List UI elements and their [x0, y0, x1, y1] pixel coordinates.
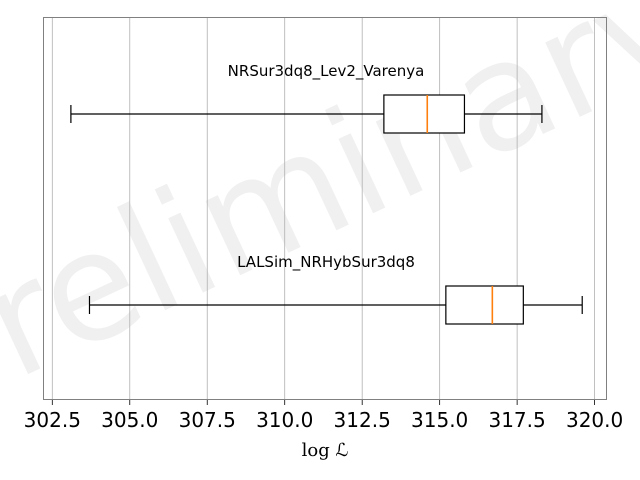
grid-lines: [51, 17, 596, 400]
x-tick-label: 320.0: [566, 408, 623, 432]
box-iqr: [383, 94, 466, 134]
box-label: NRSur3dq8_Lev2_Varenya: [228, 62, 425, 81]
box-2: LALSim_NRHybSur3dq8: [88, 253, 583, 325]
box-iqr: [445, 285, 524, 325]
x-tick-label: 317.5: [488, 408, 545, 432]
x-tick-label: 312.5: [334, 408, 391, 432]
x-tick-label: 315.0: [411, 408, 468, 432]
box-label: LALSim_NRHybSur3dq8: [237, 253, 415, 272]
plot-frame: [43, 17, 607, 400]
x-tick-label: 310.0: [256, 408, 313, 432]
x-axis-label-log: log ℒ: [302, 440, 349, 461]
x-tick-label: 302.5: [24, 408, 81, 432]
x-tick-label: 305.0: [101, 408, 158, 432]
x-axis-label: log ℒ: [302, 440, 349, 461]
box-1: NRSur3dq8_Lev2_Varenya: [70, 62, 543, 134]
x-tick-label: 307.5: [179, 408, 236, 432]
box-series: NRSur3dq8_Lev2_Varenya LALSim_NRHybSur3dq…: [70, 62, 583, 325]
x-axis-ticks: 302.5 305.0 307.5 310.0 312.5 315.0 317.5 320.0: [24, 400, 623, 432]
